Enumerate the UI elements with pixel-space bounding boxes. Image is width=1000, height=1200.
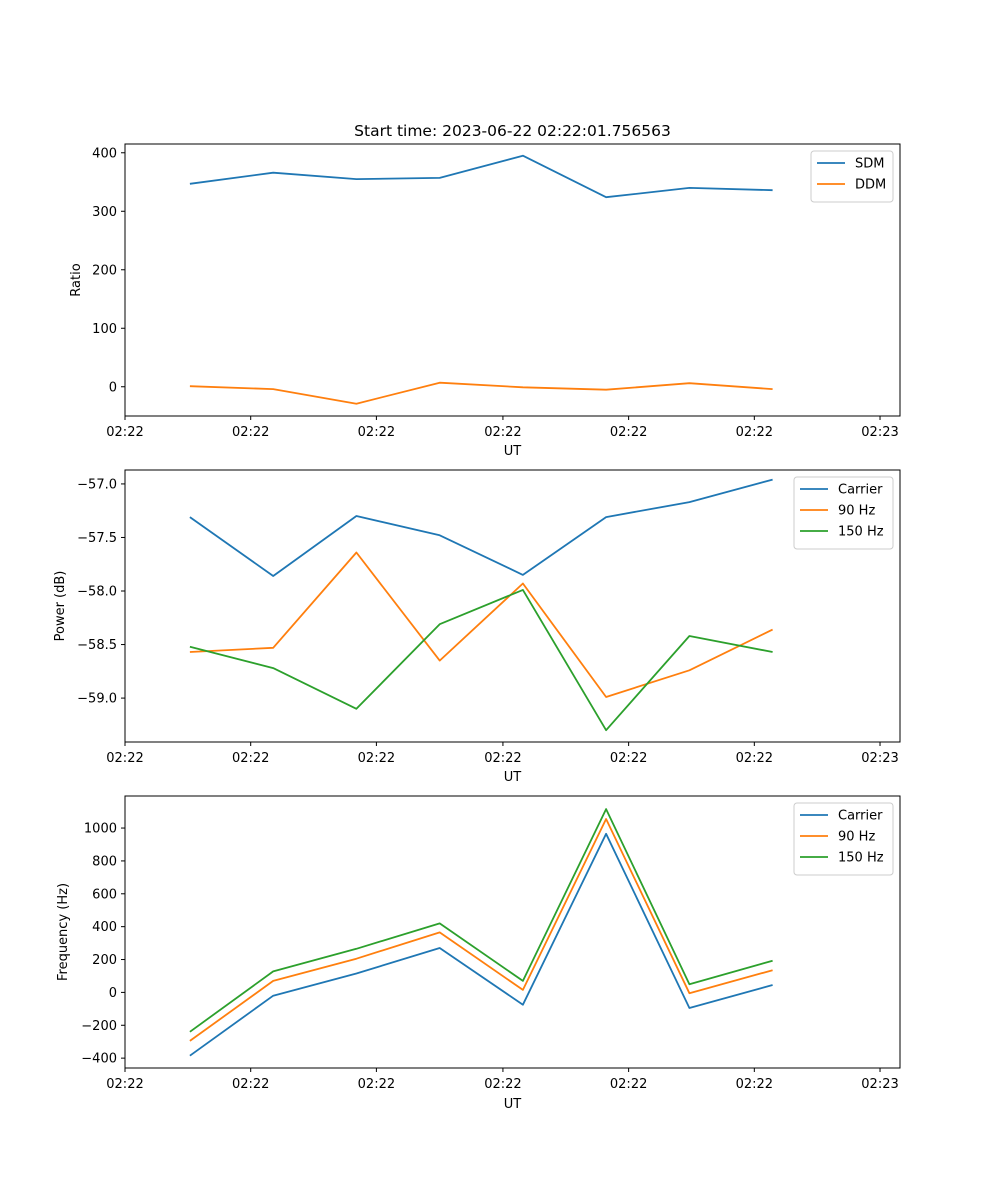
power-x-tick-label: 02:22 bbox=[736, 751, 773, 766]
ratio-x-tick-label: 02:22 bbox=[736, 425, 773, 440]
frequency-x-tick-label: 02:22 bbox=[484, 1077, 521, 1092]
ratio-x-axis-label: UT bbox=[504, 444, 522, 459]
power-legend-label-carrier: Carrier bbox=[838, 483, 883, 498]
ratio-x-tick-label: 02:22 bbox=[610, 425, 647, 440]
frequency-x-axis-label: UT bbox=[504, 1097, 522, 1112]
power-y-tick-label: −59.0 bbox=[77, 692, 117, 707]
frequency-y-tick-label: −200 bbox=[81, 1019, 117, 1034]
ratio-ticks: 02:22 02:22 02:22 02:22 02:22 02:22 02:23 0 100 2… bbox=[92, 146, 899, 440]
frequency-x-tick-label: 02:23 bbox=[861, 1077, 898, 1092]
ratio-legend: SDM DDM bbox=[810, 150, 894, 203]
power-plot-frame bbox=[124, 469, 901, 743]
frequency-y-axis-label: Frequency (Hz) bbox=[56, 883, 71, 981]
frequency-series bbox=[189, 808, 773, 1057]
power-series-line-150-hz bbox=[189, 589, 773, 732]
frequency-x-tick-label: 02:22 bbox=[106, 1077, 143, 1092]
ratio-x-tick-label: 02:22 bbox=[358, 425, 395, 440]
ratio-x-tick-label: 02:23 bbox=[861, 425, 898, 440]
frequency-legend: Carrier 90 Hz 150 Hz bbox=[793, 802, 894, 876]
frequency-y-tick-label: 400 bbox=[92, 920, 117, 935]
ratio-series bbox=[189, 154, 773, 405]
frequency-x-tick-label: 02:22 bbox=[610, 1077, 647, 1092]
ratio-y-axis-label: Ratio bbox=[69, 263, 84, 296]
ratio-y-tick-label: 400 bbox=[92, 146, 117, 161]
power-x-tick-label: 02:23 bbox=[861, 751, 898, 766]
ratio-x-tick-label: 02:22 bbox=[106, 425, 143, 440]
power-y-tick-label: −57.5 bbox=[77, 531, 117, 546]
frequency-x-tick-label: 02:22 bbox=[358, 1077, 395, 1092]
frequency-legend-label-150-hz: 150 Hz bbox=[838, 851, 884, 866]
ratio-y-tick-label: 100 bbox=[92, 322, 117, 337]
frequency-ticks: 02:22 02:22 02:22 02:22 02:22 02:22 02:23 −400 −… bbox=[81, 822, 898, 1092]
power-legend-label-150-hz: 150 Hz bbox=[838, 525, 884, 540]
power-y-tick-label: −58.5 bbox=[77, 638, 117, 653]
power-y-axis-label: Power (dB) bbox=[53, 571, 68, 642]
ratio-series-line-ddm bbox=[189, 381, 773, 405]
power-y-tick-label: −57.0 bbox=[77, 477, 117, 492]
ratio-panel: Start time: 2023-06-22 02:22:01.756563 0… bbox=[69, 122, 901, 459]
power-panel: 02:22 02:22 02:22 02:22 02:22 02:22 02:23 −59.0… bbox=[53, 469, 901, 785]
frequency-series-line-90-hz bbox=[189, 818, 773, 1042]
ratio-legend-label-sdm: SDM bbox=[855, 157, 884, 172]
ratio-y-tick-label: 0 bbox=[109, 380, 117, 395]
ratio-plot-frame bbox=[124, 143, 901, 417]
frequency-y-tick-label: 200 bbox=[92, 953, 117, 968]
frequency-y-tick-label: 1000 bbox=[84, 822, 117, 837]
frequency-y-tick-label: 600 bbox=[92, 887, 117, 902]
frequency-panel: 02:22 02:22 02:22 02:22 02:22 02:22 02:23 −400 −… bbox=[56, 795, 901, 1112]
power-y-tick-label: −58.0 bbox=[77, 585, 117, 600]
power-series-line-90-hz bbox=[189, 551, 773, 698]
power-series bbox=[189, 478, 773, 732]
power-x-tick-label: 02:22 bbox=[358, 751, 395, 766]
power-x-tick-label: 02:22 bbox=[610, 751, 647, 766]
power-legend-label-90-hz: 90 Hz bbox=[838, 504, 875, 519]
frequency-legend-label-90-hz: 90 Hz bbox=[838, 830, 875, 845]
frequency-x-tick-label: 02:22 bbox=[736, 1077, 773, 1092]
ratio-x-tick-label: 02:22 bbox=[484, 425, 521, 440]
power-series-line-carrier bbox=[189, 478, 773, 577]
ratio-y-tick-label: 300 bbox=[92, 205, 117, 220]
frequency-series-line-carrier bbox=[189, 832, 773, 1057]
frequency-legend-label-carrier: Carrier bbox=[838, 809, 883, 824]
frequency-plot-frame bbox=[124, 795, 901, 1069]
ratio-x-tick-label: 02:22 bbox=[232, 425, 269, 440]
ratio-legend-label-ddm: DDM bbox=[855, 178, 886, 193]
frequency-y-tick-label: 800 bbox=[92, 854, 117, 869]
frequency-y-tick-label: 0 bbox=[109, 986, 117, 1001]
chart-title: Start time: 2023-06-22 02:22:01.756563 bbox=[354, 122, 671, 140]
frequency-y-tick-label: −400 bbox=[81, 1052, 117, 1067]
power-x-tick-label: 02:22 bbox=[106, 751, 143, 766]
power-x-tick-label: 02:22 bbox=[232, 751, 269, 766]
power-x-tick-label: 02:22 bbox=[484, 751, 521, 766]
frequency-series-line-150-hz bbox=[189, 808, 773, 1033]
power-x-axis-label: UT bbox=[504, 770, 522, 785]
ratio-y-tick-label: 200 bbox=[92, 263, 117, 278]
power-ticks: 02:22 02:22 02:22 02:22 02:22 02:22 02:23 −59.0… bbox=[77, 477, 899, 766]
ratio-series-line-sdm bbox=[189, 154, 773, 199]
power-legend: Carrier 90 Hz 150 Hz bbox=[793, 476, 894, 550]
frequency-x-tick-label: 02:22 bbox=[232, 1077, 269, 1092]
